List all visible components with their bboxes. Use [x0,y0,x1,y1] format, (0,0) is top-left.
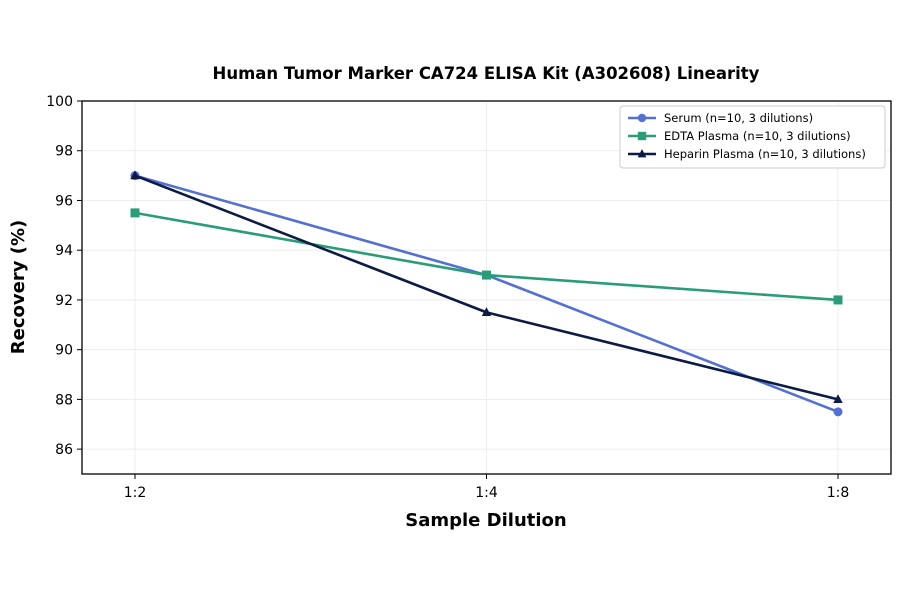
triangle-marker [130,170,140,180]
x-axis-ticks: 1:2 1:4 1:8 [124,474,850,501]
y-tick-label: 100 [46,94,73,110]
legend-box [619,105,886,169]
x-tick-label: 1:8 [827,485,850,501]
legend-item: Serum (n=10, 3 dilutions) [628,111,813,125]
legend-item: EDTA Plasma (n=10, 3 dilutions) [628,129,851,143]
circle-marker [833,407,843,417]
chart-title: Human Tumor Marker CA724 ELISA Kit (A302… [213,64,760,83]
y-tick-label: 96 [55,193,73,209]
y-tick-label: 86 [55,442,73,458]
legend-label: Serum (n=10, 3 dilutions) [664,111,813,125]
circle-marker [637,113,647,123]
legend-item: Heparin Plasma (n=10, 3 dilutions) [628,147,866,161]
legend-label: Heparin Plasma (n=10, 3 dilutions) [664,147,866,161]
legend: Serum (n=10, 3 dilutions) EDTA Plasma (n=… [619,105,886,169]
triangle-marker [833,394,843,403]
square-marker [833,295,843,305]
x-axis-title: Sample Dilution [405,510,566,531]
square-marker [637,131,647,141]
y-tick-label: 94 [55,243,73,259]
triangle-marker [637,149,647,158]
legend-label: EDTA Plasma (n=10, 3 dilutions) [664,129,851,143]
y-axis-title: Recovery (%) [8,220,29,354]
triangle-marker [481,307,492,316]
series-3 [130,170,843,403]
y-tick-label: 88 [55,392,73,408]
y-tick-label: 98 [55,144,73,160]
x-tick-label: 1:2 [124,485,147,501]
square-marker [130,208,140,218]
series-2 [130,208,843,305]
y-tick-label: 90 [55,343,73,359]
series-layer [130,170,843,417]
y-tick-label: 92 [55,293,73,309]
square-marker [482,270,491,280]
x-tick-label: 1:4 [475,485,498,501]
y-axis-ticks: 86 88 90 92 94 96 98 100 [46,94,82,458]
